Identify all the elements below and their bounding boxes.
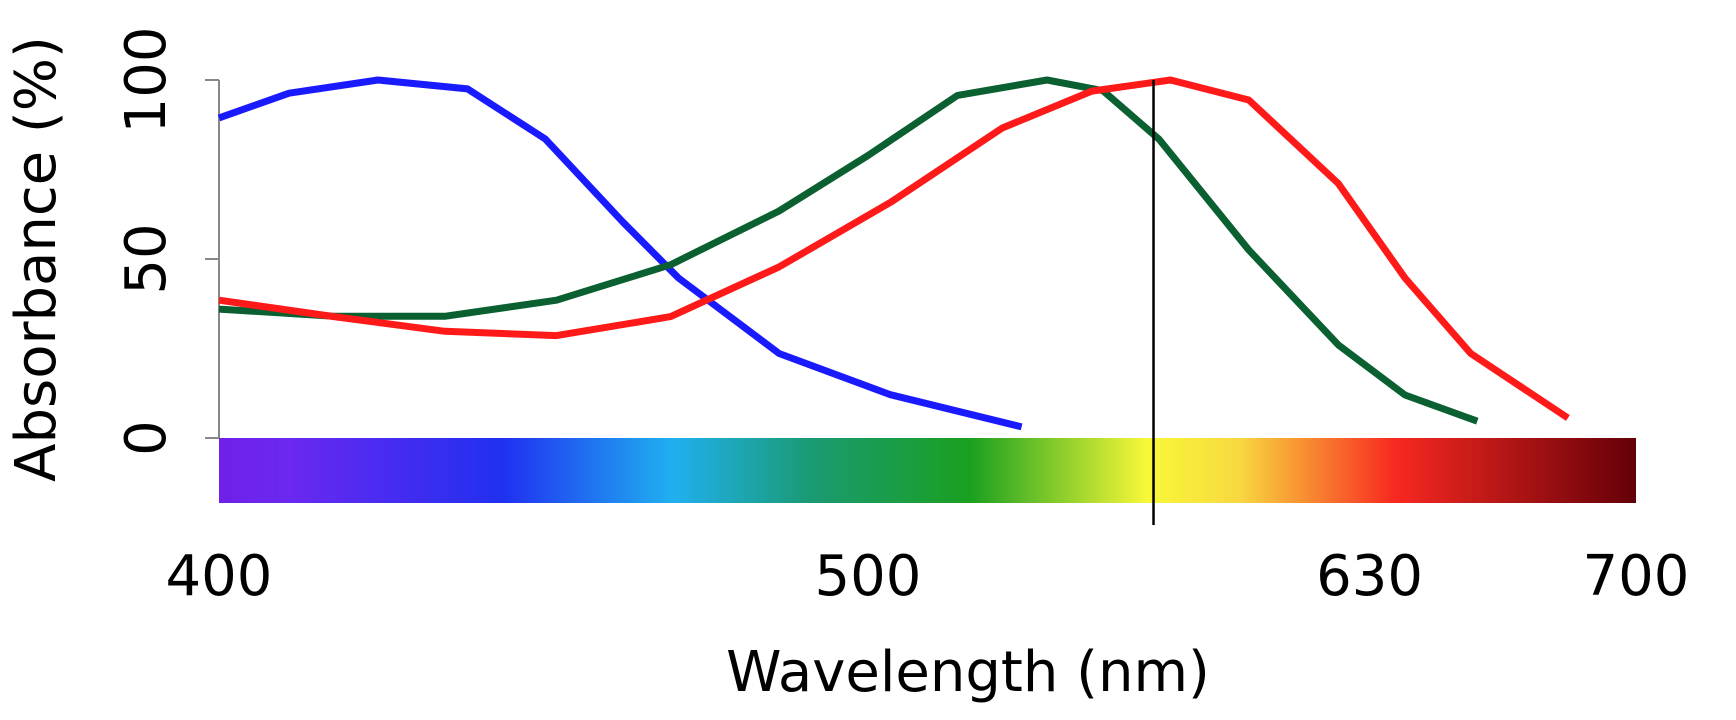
x-tick-label: 630 — [1316, 544, 1423, 609]
spectrum-bar — [219, 438, 1636, 503]
x-tick-label: 400 — [166, 544, 273, 609]
y-axis-title: Absorbance (%) — [4, 36, 69, 482]
curve — [218, 76, 1570, 421]
curve — [218, 76, 1479, 425]
y-tick-label: 50 — [114, 223, 179, 294]
curve — [217, 76, 1023, 431]
x-tick-label: 500 — [815, 544, 922, 609]
y-tick-label: 0 — [114, 420, 179, 456]
y-tick-label: 100 — [114, 27, 179, 134]
x-axis-title: Wavelength (nm) — [726, 640, 1210, 705]
x-tick-label: 700 — [1583, 544, 1690, 609]
